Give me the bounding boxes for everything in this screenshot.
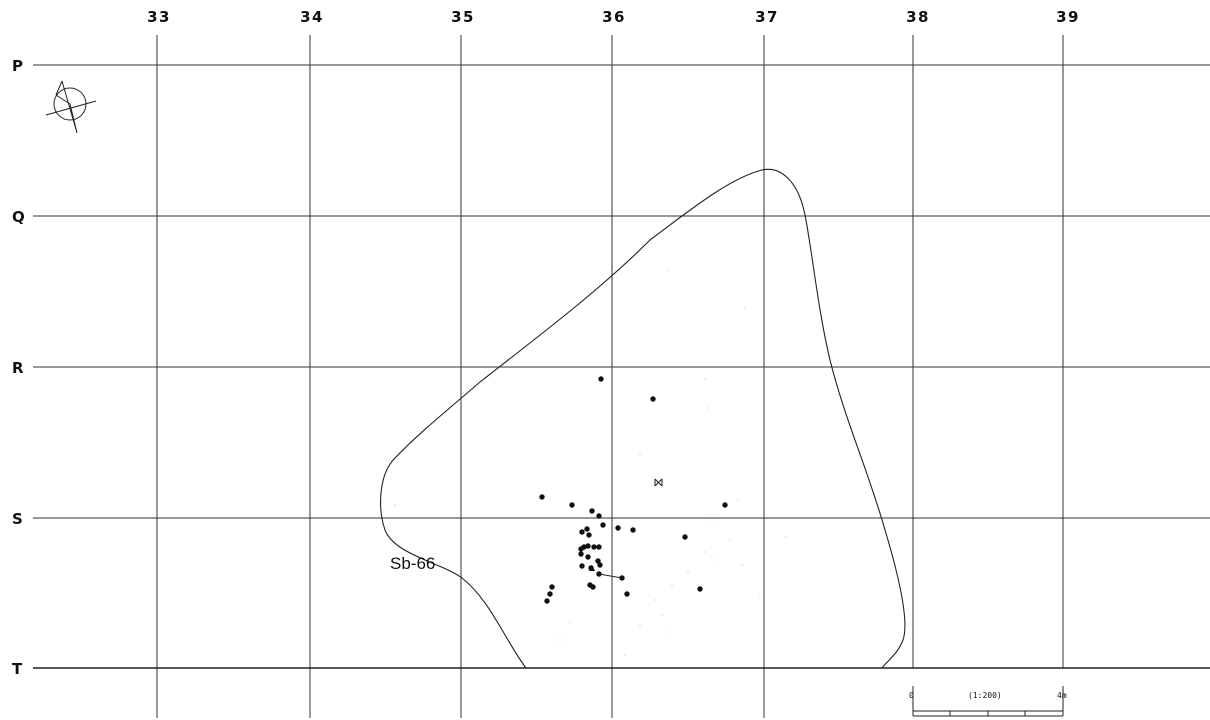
scale-start-label: 0	[909, 691, 914, 700]
artifact-point	[586, 532, 592, 538]
artifact-point	[589, 508, 595, 514]
north-arrow-icon	[45, 80, 97, 134]
scale-end-label: 4m	[1057, 691, 1067, 700]
artifact-point	[596, 544, 602, 550]
scale-ratio-label: (1:200)	[968, 691, 1002, 700]
row-label-p: P	[12, 57, 25, 75]
artifact-point	[590, 584, 596, 590]
artifact-point	[595, 558, 601, 564]
feature-outline-sb-66	[380, 168, 906, 669]
col-label-37: 37	[755, 8, 779, 26]
artifact-point	[579, 563, 585, 569]
artifact-point	[615, 525, 621, 531]
artifact-point	[585, 554, 591, 560]
artifact-point	[650, 396, 656, 402]
artifact-point	[544, 598, 550, 604]
artifact-point	[630, 527, 636, 533]
row-label-r: R	[12, 359, 25, 377]
artifact-point	[578, 551, 584, 557]
bowtie-marker-icon	[654, 478, 663, 487]
refit-line	[598, 573, 623, 579]
artifact-point	[591, 544, 597, 550]
artifact-point	[682, 534, 688, 540]
artifact-point	[549, 584, 555, 590]
artifact-point	[597, 562, 603, 568]
col-label-34: 34	[300, 8, 324, 26]
artifact-point	[722, 502, 728, 508]
surface-speckle	[394, 269, 787, 656]
artifact-point	[584, 526, 590, 532]
artifact-point	[624, 591, 630, 597]
row-label-t: T	[12, 660, 24, 678]
col-label-36: 36	[602, 8, 626, 26]
col-label-33: 33	[147, 8, 171, 26]
col-label-39: 39	[1056, 8, 1080, 26]
triangle-marker-icon	[589, 565, 595, 571]
artifact-point	[569, 502, 575, 508]
artifact-point	[600, 522, 606, 528]
artifact-point	[585, 543, 591, 549]
artifact-point	[579, 529, 585, 535]
row-label-q: Q	[12, 208, 26, 226]
artifact-point	[596, 513, 602, 519]
scale-bar: 0 (1:200) 4m	[909, 686, 1067, 717]
artifact-point	[547, 591, 553, 597]
col-label-38: 38	[906, 8, 930, 26]
artifact-point	[539, 494, 545, 500]
row-label-s: S	[12, 510, 24, 528]
col-label-35: 35	[451, 8, 475, 26]
artifact-point	[697, 586, 703, 592]
artifact-points	[539, 376, 728, 604]
feature-label: Sb-66	[390, 554, 435, 573]
artifact-point	[598, 376, 604, 382]
